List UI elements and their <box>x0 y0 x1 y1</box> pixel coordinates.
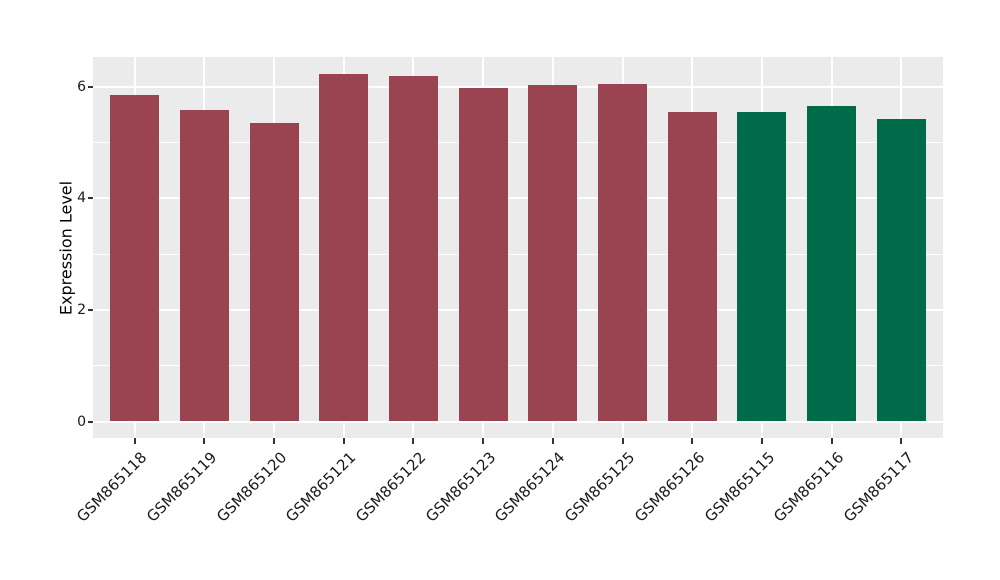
x-tick-mark <box>203 438 206 444</box>
x-tick-label: GSM865120 <box>212 448 291 526</box>
major-gridline <box>93 308 943 311</box>
bar <box>389 76 438 422</box>
major-gridline <box>93 197 943 200</box>
minor-gridline <box>93 141 943 143</box>
x-tick-label: GSM865121 <box>282 448 360 526</box>
x-tick-label: GSM865124 <box>491 448 569 526</box>
minor-gridline <box>93 253 943 255</box>
y-tick-mark <box>88 308 93 311</box>
x-tick-mark <box>691 438 694 444</box>
minor-gridline <box>93 365 943 367</box>
bar <box>458 88 508 422</box>
bar <box>528 84 578 422</box>
x-tick-label: GSM865117 <box>839 448 918 526</box>
y-tick-label: 2 <box>77 301 86 318</box>
x-tick-mark <box>133 438 136 444</box>
x-tick-mark <box>412 438 415 444</box>
y-axis-title: Expression Level <box>56 180 76 316</box>
y-tick-mark <box>88 197 93 200</box>
y-tick-mark <box>88 420 93 423</box>
y-tick-label: 6 <box>77 78 86 95</box>
y-tick-mark <box>88 85 93 88</box>
major-gridline <box>93 420 943 423</box>
major-gridline <box>93 85 943 88</box>
x-tick-mark <box>342 438 345 444</box>
bar <box>598 83 647 422</box>
x-tick-mark <box>621 438 624 444</box>
bar <box>737 112 787 422</box>
x-tick-label: GSM865122 <box>352 448 430 526</box>
bar <box>667 112 717 422</box>
bar <box>319 74 369 422</box>
x-tick-mark <box>551 438 554 444</box>
x-tick-mark <box>482 438 485 444</box>
x-tick-label: GSM865116 <box>770 448 848 526</box>
bar <box>110 94 160 422</box>
bar <box>180 109 229 422</box>
x-tick-mark <box>273 438 276 444</box>
y-tick-label: 0 <box>77 413 86 430</box>
bar <box>876 118 926 422</box>
plot-panel <box>93 57 943 438</box>
bar <box>807 106 856 422</box>
y-tick-label: 4 <box>77 190 86 207</box>
x-tick-label: GSM865123 <box>421 448 500 526</box>
bar <box>249 122 299 422</box>
x-tick-label: GSM865115 <box>700 448 778 526</box>
x-tick-label: GSM865126 <box>630 448 709 526</box>
x-tick-mark <box>760 438 763 444</box>
x-tick-label: GSM865119 <box>143 448 221 526</box>
x-tick-mark <box>900 438 903 444</box>
x-tick-label: GSM865118 <box>73 448 151 526</box>
x-tick-label: GSM865125 <box>561 448 639 526</box>
x-tick-mark <box>830 438 833 444</box>
